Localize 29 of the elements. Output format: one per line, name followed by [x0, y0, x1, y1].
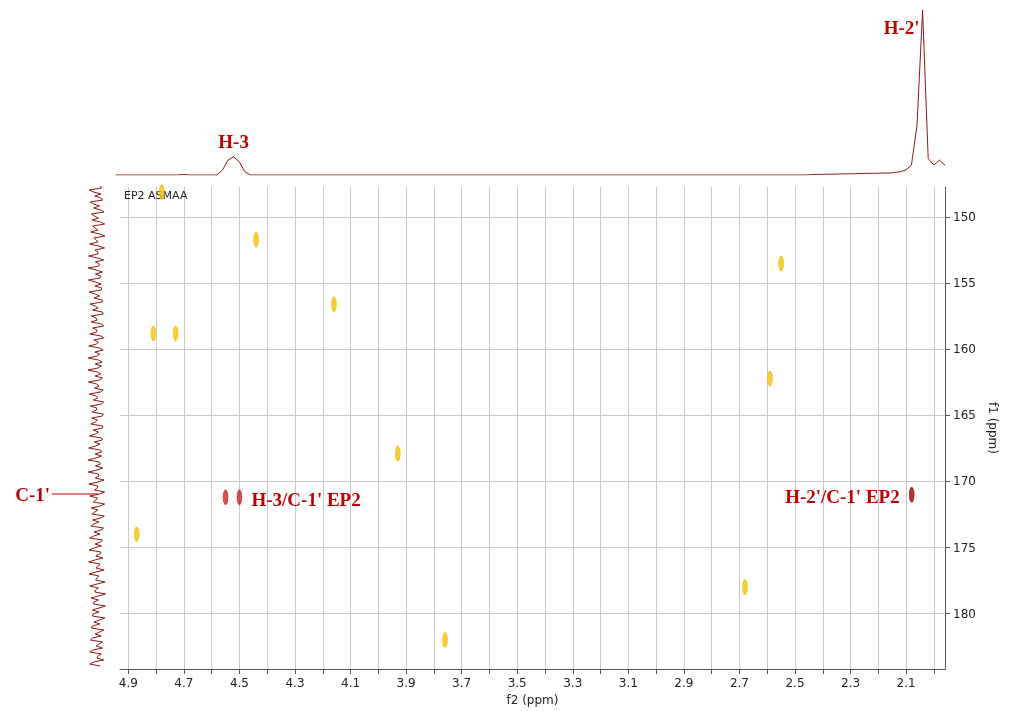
- x-tick-label: 4.3: [285, 676, 305, 690]
- y-tick-label: 165: [953, 408, 976, 423]
- y-tick-label: 160: [953, 342, 976, 357]
- x-tick-label: 3.3: [563, 676, 583, 690]
- y-tick-label: 180: [953, 606, 976, 621]
- x-tick-label: 2.3: [841, 676, 861, 690]
- x-tick-label: 2.5: [785, 676, 805, 690]
- annotation: H-2'/C-1' EP2: [785, 486, 900, 508]
- y-tick-label: 150: [953, 210, 976, 225]
- x-tick-label: 2.7: [729, 676, 749, 690]
- y-tick-label: 170: [953, 474, 976, 489]
- x-tick-label: 2.9: [674, 676, 694, 690]
- annotation: H-3: [218, 130, 249, 152]
- x-axis-title: f2 (ppm): [506, 692, 559, 707]
- y-tick-label: 155: [953, 276, 976, 291]
- annotation: H-3/C-1' EP2: [251, 488, 361, 510]
- x-tick-label: 3.9: [396, 676, 416, 690]
- text: C-1': [15, 483, 50, 505]
- x-tick-label: 3.1: [618, 676, 638, 690]
- y-axis-title: f1 (ppm): [986, 402, 1000, 454]
- x-tick-label: 2.1: [896, 676, 916, 690]
- x-tick-label: 4.7: [174, 676, 194, 690]
- x-tick-label: 4.9: [118, 676, 138, 690]
- x-tick-label: 3.7: [452, 676, 472, 690]
- x-tick-label: 3.5: [507, 676, 527, 690]
- x-tick-label: 4.5: [229, 676, 249, 690]
- x-tick-label: 4.1: [341, 676, 361, 690]
- y-tick-label: 175: [953, 540, 976, 555]
- annotation: H-2': [883, 17, 920, 38]
